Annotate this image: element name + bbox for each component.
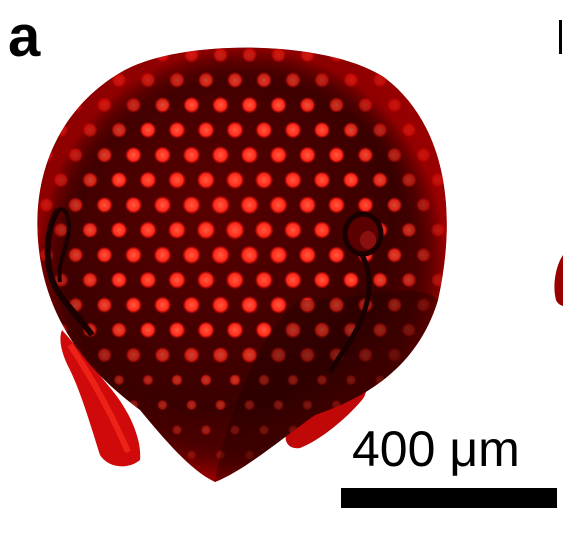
adjacent-panel-edge — [559, 20, 562, 54]
ommatidium — [315, 23, 329, 37]
ommatidium — [126, 47, 141, 63]
ommatidium — [11, 198, 25, 212]
ommatidium — [143, 425, 153, 435]
ommatidium — [228, 23, 242, 37]
ommatidium — [141, 23, 155, 37]
ommatidium — [445, 248, 447, 262]
ommatidium — [273, 450, 284, 460]
ommatidium — [445, 198, 447, 212]
ommatidium — [37, 273, 39, 287]
ommatidium — [360, 400, 371, 410]
ommatidium — [82, 72, 98, 88]
adjacent-specimen-fragment — [554, 255, 563, 306]
ommatidium — [199, 23, 213, 37]
ommatidium — [358, 48, 373, 62]
ommatidium — [97, 48, 112, 62]
panel-label: a — [8, 4, 41, 69]
ommatidium — [257, 23, 271, 37]
scale-bar-label: 400 μm — [352, 421, 520, 477]
ommatidium — [37, 173, 39, 187]
ommatidium — [11, 248, 25, 262]
ommatidium — [170, 23, 184, 37]
left-eye-socket — [44, 208, 95, 337]
ommatidium — [37, 222, 40, 238]
ommatidium — [286, 23, 300, 37]
scale-bar — [341, 488, 557, 508]
